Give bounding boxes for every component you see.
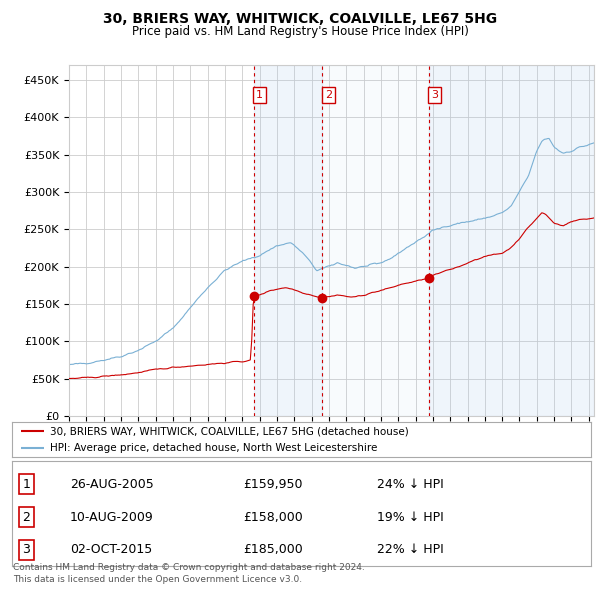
Text: Price paid vs. HM Land Registry's House Price Index (HPI): Price paid vs. HM Land Registry's House … [131, 25, 469, 38]
Text: 26-AUG-2005: 26-AUG-2005 [70, 478, 154, 491]
Text: 24% ↓ HPI: 24% ↓ HPI [377, 478, 443, 491]
Text: £185,000: £185,000 [244, 543, 304, 556]
Text: 3: 3 [431, 90, 438, 100]
Text: This data is licensed under the Open Government Licence v3.0.: This data is licensed under the Open Gov… [13, 575, 302, 584]
Text: £158,000: £158,000 [244, 510, 304, 523]
Text: 2: 2 [22, 510, 30, 523]
Text: £159,950: £159,950 [244, 478, 303, 491]
Bar [254, 65, 322, 416]
Text: 1: 1 [22, 478, 30, 491]
Text: 30, BRIERS WAY, WHITWICK, COALVILLE, LE67 5HG: 30, BRIERS WAY, WHITWICK, COALVILLE, LE6… [103, 12, 497, 26]
Text: 10-AUG-2009: 10-AUG-2009 [70, 510, 154, 523]
Text: 30, BRIERS WAY, WHITWICK, COALVILLE, LE67 5HG (detached house): 30, BRIERS WAY, WHITWICK, COALVILLE, LE6… [50, 426, 409, 436]
Bar [428, 65, 594, 416]
Text: 1: 1 [256, 90, 263, 100]
Bar [322, 65, 428, 416]
Text: 02-OCT-2015: 02-OCT-2015 [70, 543, 152, 556]
Text: 22% ↓ HPI: 22% ↓ HPI [377, 543, 443, 556]
Text: 3: 3 [22, 543, 30, 556]
Text: HPI: Average price, detached house, North West Leicestershire: HPI: Average price, detached house, Nort… [50, 443, 377, 453]
Text: Contains HM Land Registry data © Crown copyright and database right 2024.: Contains HM Land Registry data © Crown c… [13, 563, 365, 572]
Text: 19% ↓ HPI: 19% ↓ HPI [377, 510, 443, 523]
Text: 2: 2 [325, 90, 332, 100]
